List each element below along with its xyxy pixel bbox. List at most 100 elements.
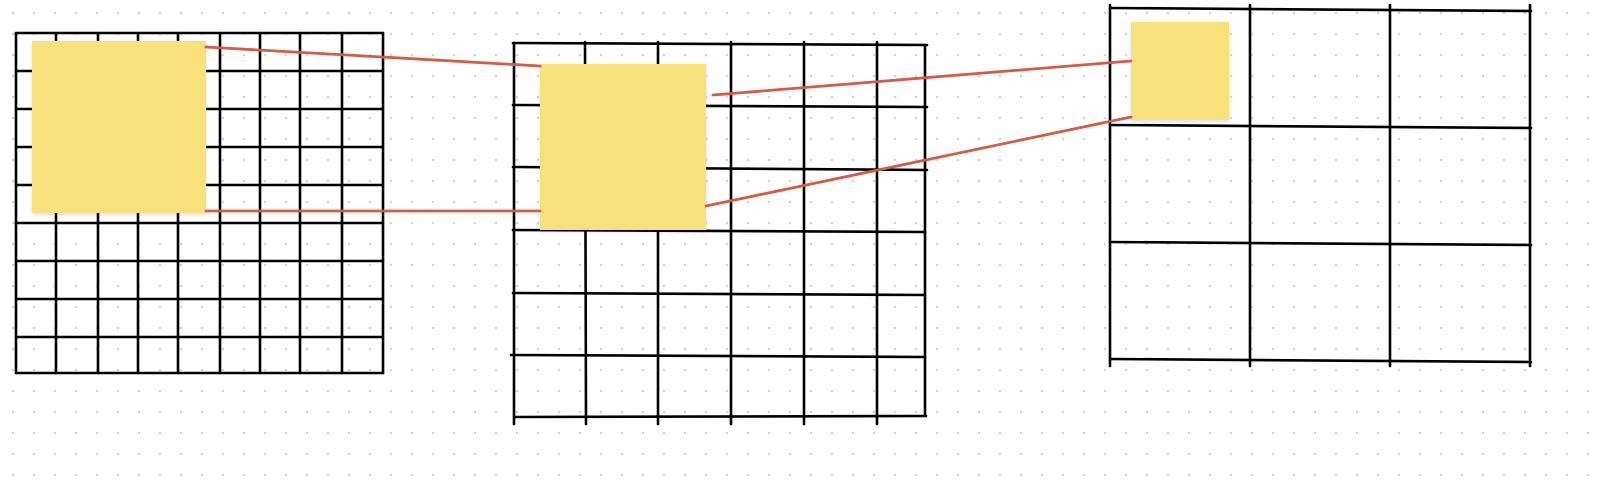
background-dot (620, 53, 624, 57)
background-dot (1418, 368, 1422, 372)
background-dot (683, 305, 687, 309)
background-dot (221, 242, 225, 246)
background-dot (1187, 221, 1191, 225)
background-dot (1250, 368, 1254, 372)
background-dot (389, 137, 393, 141)
background-dot (242, 452, 246, 456)
background-dot (494, 32, 498, 36)
background-dot (221, 368, 225, 372)
background-dot (452, 200, 456, 204)
sticky-note-3[interactable] (1131, 22, 1229, 120)
background-dot (473, 74, 477, 78)
background-dot (935, 410, 939, 414)
background-dot (1355, 158, 1359, 162)
background-dot (242, 137, 246, 141)
background-dot (1334, 32, 1338, 36)
background-dot (1334, 347, 1338, 351)
background-dot (1082, 11, 1086, 15)
background-dot (662, 410, 666, 414)
background-dot (557, 347, 561, 351)
background-dot (494, 95, 498, 99)
background-dot (473, 200, 477, 204)
background-dot (809, 284, 813, 288)
background-dot (935, 32, 939, 36)
background-dot (515, 347, 519, 351)
background-dot (1355, 116, 1359, 120)
background-dot (368, 389, 372, 393)
background-dot (851, 95, 855, 99)
connector-2-3-top[interactable] (711, 59, 1133, 97)
background-dot (536, 137, 540, 141)
background-dot (956, 305, 960, 309)
background-dot (914, 116, 918, 120)
background-dot (515, 452, 519, 456)
background-dot (599, 389, 603, 393)
background-dot (1103, 410, 1107, 414)
background-dot (1082, 326, 1086, 330)
background-dot (389, 305, 393, 309)
background-dot (1586, 32, 1590, 36)
background-dot (74, 326, 78, 330)
background-dot (1565, 11, 1569, 15)
background-dot (914, 263, 918, 267)
sticky-note-2[interactable] (540, 64, 706, 230)
background-dot (1334, 452, 1338, 456)
background-dot (1439, 221, 1443, 225)
background-dot (1544, 32, 1548, 36)
connector-2-3-bottom[interactable] (704, 115, 1133, 208)
sticky-note-1[interactable] (32, 41, 206, 213)
background-dot (746, 368, 750, 372)
background-dot (410, 389, 414, 393)
background-dot (137, 410, 141, 414)
coarse-grid[interactable] (1108, 3, 1533, 368)
connector-1-2-top[interactable] (204, 45, 542, 68)
background-dot (662, 53, 666, 57)
background-dot (788, 221, 792, 225)
background-dot (1355, 347, 1359, 351)
background-dot (452, 11, 456, 15)
background-dot (1061, 179, 1065, 183)
background-dot (809, 53, 813, 57)
background-dot (977, 368, 981, 372)
background-dot (788, 11, 792, 15)
background-dot (1103, 263, 1107, 267)
background-dot (557, 410, 561, 414)
background-dot (725, 116, 729, 120)
background-dot (473, 242, 477, 246)
background-dot (1460, 32, 1464, 36)
background-dot (473, 431, 477, 435)
background-dot (1460, 368, 1464, 372)
background-dot (1271, 326, 1275, 330)
background-dot (746, 95, 750, 99)
background-dot (557, 11, 561, 15)
background-dot (1082, 137, 1086, 141)
background-dot (1250, 305, 1254, 309)
background-dot (1565, 116, 1569, 120)
background-dot (956, 116, 960, 120)
background-dot (1418, 473, 1422, 477)
background-dot (1439, 473, 1443, 477)
background-dot (11, 179, 15, 183)
background-dot (1166, 284, 1170, 288)
background-dot (1544, 179, 1548, 183)
background-dot (872, 200, 876, 204)
background-dot (662, 242, 666, 246)
background-dot (578, 368, 582, 372)
background-dot (221, 389, 225, 393)
background-dot (1334, 473, 1338, 477)
background-dot (536, 74, 540, 78)
background-dot (1355, 263, 1359, 267)
background-dot (1124, 389, 1128, 393)
background-dot (116, 410, 120, 414)
background-dot (851, 32, 855, 36)
background-dot (221, 116, 225, 120)
background-dot (284, 116, 288, 120)
background-dot (1166, 158, 1170, 162)
background-dot (1145, 284, 1149, 288)
background-dot (851, 74, 855, 78)
background-dot (221, 431, 225, 435)
background-dot (536, 452, 540, 456)
background-dot (872, 32, 876, 36)
background-dot (1481, 326, 1485, 330)
background-dot (1124, 347, 1128, 351)
